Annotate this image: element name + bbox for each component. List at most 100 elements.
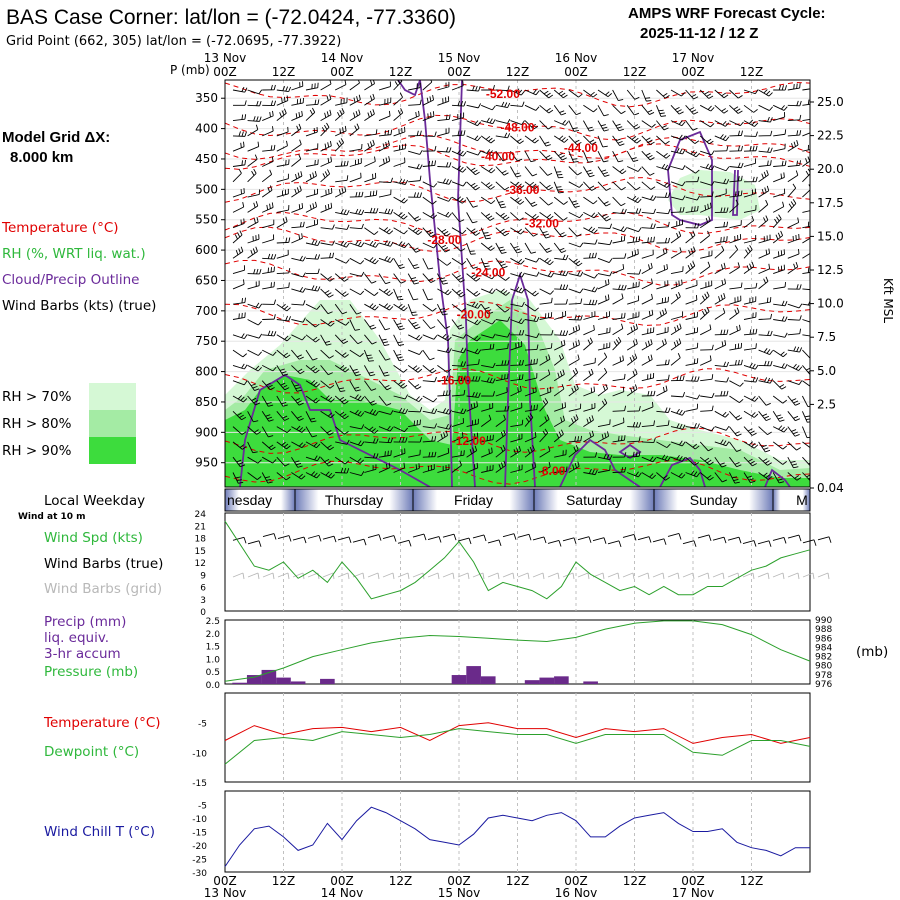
pressure-tick-label: 350 xyxy=(195,91,218,105)
wind-barb xyxy=(422,273,436,283)
wind-barb xyxy=(247,189,260,198)
windchill-tick-label: -15 xyxy=(192,829,207,839)
wind-barb xyxy=(247,216,259,229)
wind-barb xyxy=(393,241,409,249)
wind-barb xyxy=(291,425,306,433)
wind-barb xyxy=(510,227,525,235)
weekday-cell xyxy=(413,489,534,511)
temperature-label: Temperature (°C) xyxy=(43,715,161,731)
wind-barb xyxy=(743,204,757,213)
wind-barb xyxy=(481,447,493,458)
wind-barb xyxy=(407,334,423,341)
wind-barb xyxy=(466,166,480,176)
wind-barb xyxy=(393,437,408,443)
wind-barb xyxy=(495,101,511,109)
wind-barb xyxy=(232,188,245,198)
wind-barb xyxy=(364,438,379,444)
wind-barb xyxy=(408,175,422,183)
wind-barb xyxy=(422,181,438,188)
wind-height-label: Wind at 10 m xyxy=(18,512,86,522)
cloud-outline xyxy=(559,438,641,487)
wind-barb xyxy=(320,471,335,479)
wind-barb xyxy=(451,418,464,428)
wind-barb xyxy=(510,464,523,473)
pressure-tick-label: 800 xyxy=(195,365,218,379)
wind-barb xyxy=(393,258,405,269)
wind-barb xyxy=(320,441,334,451)
wind-barb xyxy=(773,85,787,91)
surface-wind-barb xyxy=(427,536,442,543)
wind-barb xyxy=(495,414,506,427)
rh70-swatch xyxy=(89,383,136,410)
wind-barb xyxy=(422,160,437,167)
bottom-time-axis: 00Z 12Z 00Z 12Z 00Z 12Z 00Z 12Z 00Z 12Z 13 Nov 14 N… xyxy=(204,874,764,900)
surface-wind-barb xyxy=(667,533,682,540)
wind-barb xyxy=(364,227,379,235)
wind-barb xyxy=(422,258,434,270)
wind-barb xyxy=(451,389,466,397)
precip-tick-label: 2.5 xyxy=(206,617,220,627)
surface-wind-barb xyxy=(787,534,802,542)
wind-barb xyxy=(685,327,699,336)
wind-barb xyxy=(422,334,438,340)
grid-wind-barb xyxy=(442,572,455,580)
wind-barb xyxy=(378,437,393,444)
wind-barb xyxy=(743,245,753,259)
bottom-hour-label: 00Z xyxy=(213,874,237,888)
wind-barb xyxy=(364,156,376,167)
wind-barb xyxy=(510,257,525,265)
wind-barb xyxy=(583,415,594,427)
wind-barb xyxy=(641,309,654,320)
wind-barb xyxy=(437,178,452,185)
wind-barb xyxy=(670,134,686,141)
wind-barb xyxy=(802,456,810,467)
wind-barb xyxy=(232,363,248,370)
wind-barb xyxy=(393,143,407,152)
wind-barb xyxy=(262,84,276,91)
wind-barb xyxy=(583,286,598,293)
cloud-outline xyxy=(667,130,713,226)
wind-barb xyxy=(758,360,773,367)
wind-barb xyxy=(685,342,699,351)
wind-barb xyxy=(481,377,496,384)
pressure-tick-label: 976 xyxy=(815,680,832,690)
wind-barb xyxy=(773,300,788,307)
wind-barb xyxy=(393,273,406,284)
wind-barb xyxy=(466,359,480,366)
wind-barb xyxy=(583,166,595,178)
wind-barb xyxy=(568,298,583,305)
pressure-tick-label: 990 xyxy=(815,616,832,626)
wind-barb xyxy=(553,227,567,238)
wind-barb xyxy=(714,340,727,351)
wind-barb xyxy=(583,273,598,279)
wind-barb xyxy=(261,441,276,451)
wind-barb xyxy=(291,110,303,122)
wind-barb xyxy=(554,120,569,126)
wind-barb xyxy=(787,114,802,122)
wind-barb xyxy=(349,208,365,216)
wind-barb xyxy=(349,409,365,417)
wind-barb xyxy=(787,83,801,91)
wind-barb xyxy=(291,317,306,323)
wind-barb xyxy=(802,365,810,375)
wind-barb xyxy=(787,456,799,469)
pressure-axis-title: P (mb) xyxy=(170,63,210,77)
wind-barb xyxy=(743,362,759,370)
wind-barb xyxy=(626,369,638,382)
wind-barb xyxy=(612,467,627,473)
precip-bar xyxy=(276,677,291,684)
grid-wind-barb xyxy=(472,572,485,580)
weekday-cell xyxy=(534,489,654,511)
wind-barb xyxy=(378,395,392,406)
wind-barb xyxy=(743,312,757,320)
wind-barb xyxy=(495,288,510,296)
wind-barb xyxy=(626,135,642,144)
surface-wind-barb xyxy=(682,540,697,547)
wind-barb xyxy=(568,89,583,98)
wind-barb xyxy=(466,181,480,191)
wind-barb xyxy=(568,135,582,146)
wind-barb xyxy=(729,234,742,244)
wind-barb xyxy=(553,415,565,427)
wind-barb xyxy=(787,315,802,321)
wind-barb xyxy=(451,319,464,330)
